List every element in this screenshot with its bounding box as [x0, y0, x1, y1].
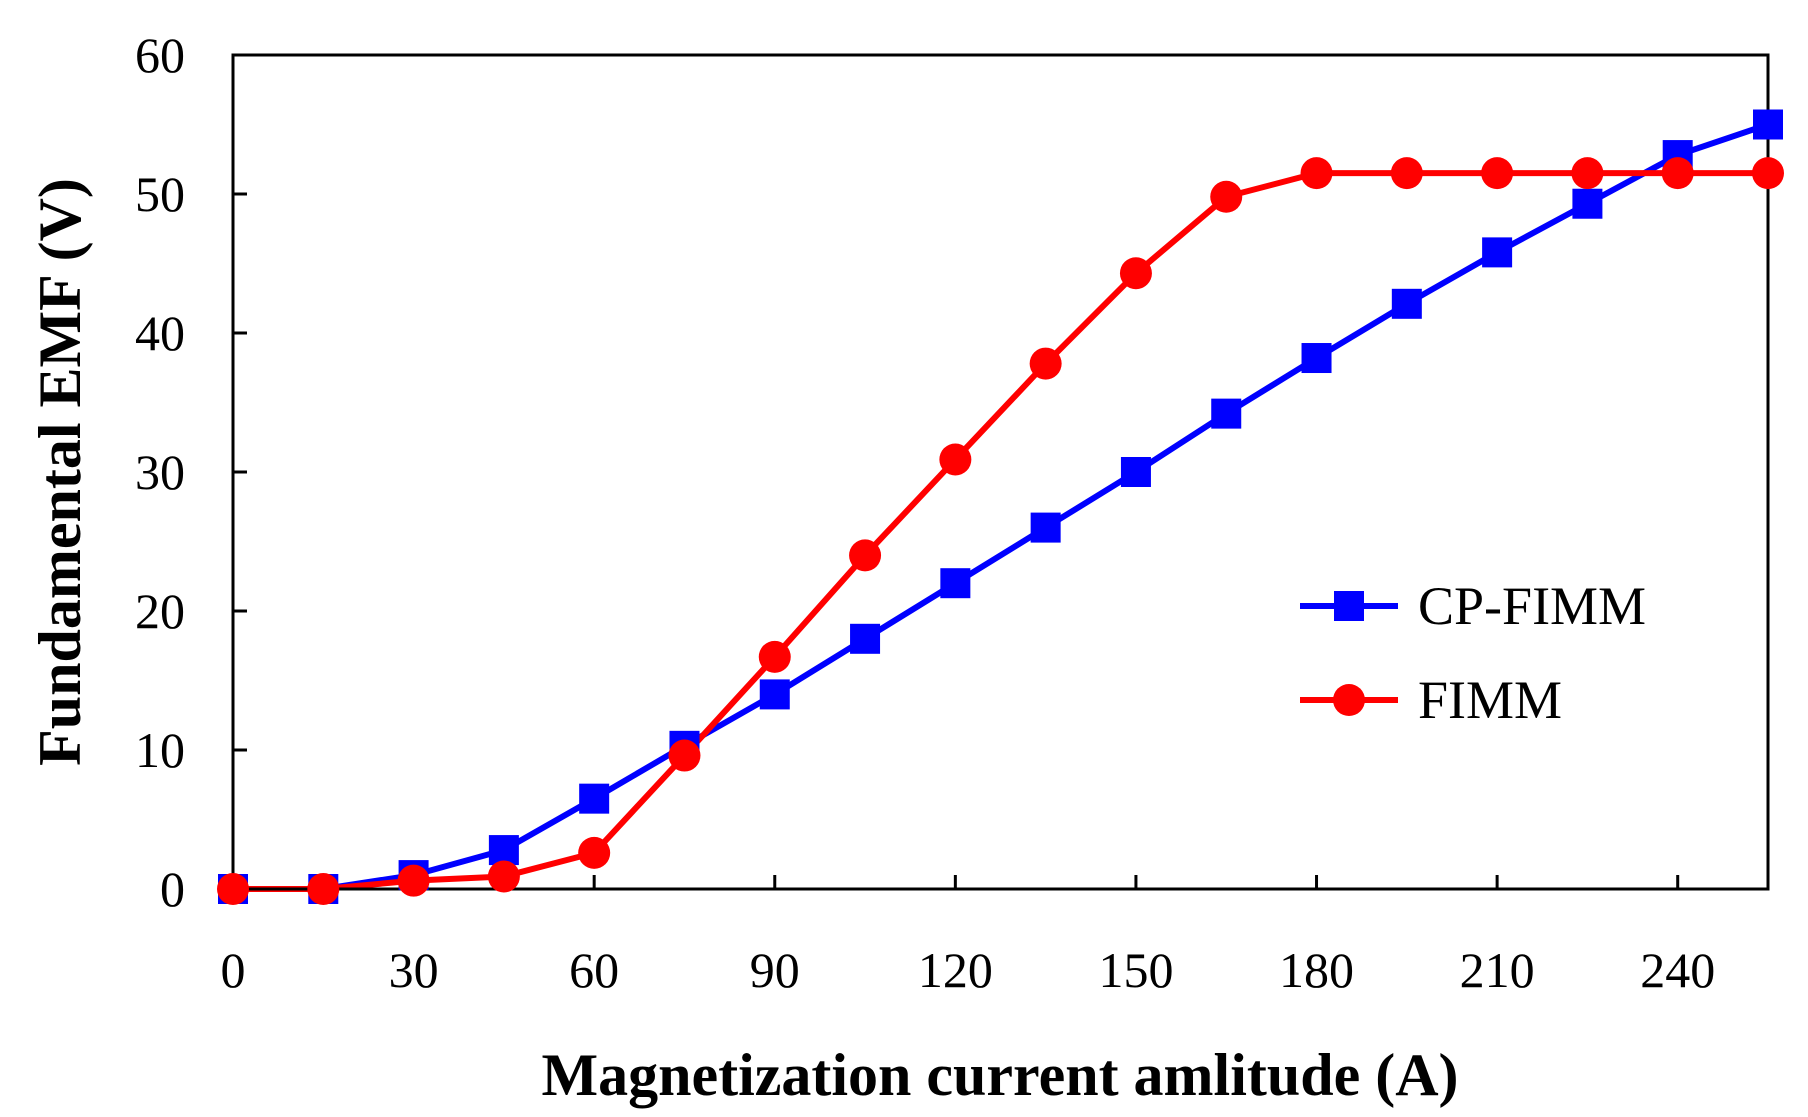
y-tick-label: 60 — [135, 27, 185, 83]
data-point-cp-fimm — [1482, 237, 1513, 268]
x-tick-label: 150 — [1098, 942, 1173, 998]
series-lines — [233, 121, 1769, 892]
x-tick-label: 90 — [750, 942, 800, 998]
data-point-cp-fimm — [759, 679, 790, 710]
y-tick-label: 30 — [135, 444, 185, 500]
data-point-fimm — [1752, 157, 1784, 190]
legend-marker-fimm — [1333, 684, 1365, 716]
y-tick-label: 50 — [135, 166, 185, 222]
y-tick-label: 20 — [135, 583, 185, 639]
data-point-cp-fimm — [940, 568, 971, 599]
data-point-cp-fimm — [1572, 188, 1603, 219]
y-tick-label: 10 — [135, 722, 185, 778]
data-point-fimm — [1571, 157, 1604, 190]
x-tick-label: 60 — [569, 942, 619, 998]
legend-marker-cp-fimm — [1334, 591, 1364, 621]
data-point-fimm — [1390, 157, 1423, 190]
data-point-cp-fimm — [1211, 398, 1242, 429]
series-line-cp-fimm — [233, 121, 1769, 892]
data-point-cp-fimm — [1753, 109, 1783, 140]
data-point-fimm — [668, 739, 701, 772]
data-point-fimm — [1119, 257, 1152, 290]
legend-label-cp-fimm: CP-FIMM — [1418, 576, 1646, 636]
series-line-fimm — [233, 170, 1768, 892]
data-point-cp-fimm — [579, 783, 610, 814]
data-point-fimm — [1661, 157, 1694, 190]
x-axis-title: Magnetization current amlitude (A) — [541, 1042, 1458, 1108]
x-tick-label: 30 — [389, 942, 439, 998]
data-point-cp-fimm — [1120, 457, 1151, 487]
y-tick-label: 0 — [160, 861, 185, 917]
data-point-fimm — [758, 640, 791, 673]
legend-label-fimm: FIMM — [1418, 670, 1562, 730]
data-point-fimm — [487, 860, 520, 893]
data-point-fimm — [1210, 180, 1243, 213]
data-point-fimm — [307, 873, 340, 905]
data-point-cp-fimm — [1391, 288, 1422, 319]
x-tick-label: 120 — [918, 942, 993, 998]
data-point-fimm — [397, 864, 430, 897]
x-tick-label: 0 — [221, 942, 246, 998]
data-point-cp-fimm — [1030, 512, 1061, 543]
legend: CP-FIMM FIMM — [1300, 576, 1646, 730]
data-point-fimm — [939, 443, 972, 476]
series-markers — [217, 109, 1784, 905]
plot-area-frame — [231, 53, 1770, 891]
data-point-fimm — [578, 836, 611, 869]
x-tick-label: 180 — [1279, 942, 1354, 998]
y-tick-label: 40 — [135, 305, 185, 361]
data-point-fimm — [849, 539, 882, 572]
data-point-cp-fimm — [1301, 343, 1332, 374]
data-point-cp-fimm — [488, 835, 519, 866]
data-point-fimm — [217, 873, 249, 905]
ticks: 0 30 60 90 120 150 180 210 240 0 10 20 30 40 50 60 — [135, 27, 1715, 998]
x-tick-label: 210 — [1460, 942, 1535, 998]
data-point-fimm — [1481, 157, 1514, 190]
x-tick-label: 240 — [1640, 942, 1715, 998]
data-point-fimm — [1029, 347, 1062, 380]
y-axis-title: Fundamental EMF (V) — [27, 178, 93, 766]
data-point-fimm — [1300, 157, 1333, 190]
data-point-cp-fimm — [850, 623, 881, 654]
